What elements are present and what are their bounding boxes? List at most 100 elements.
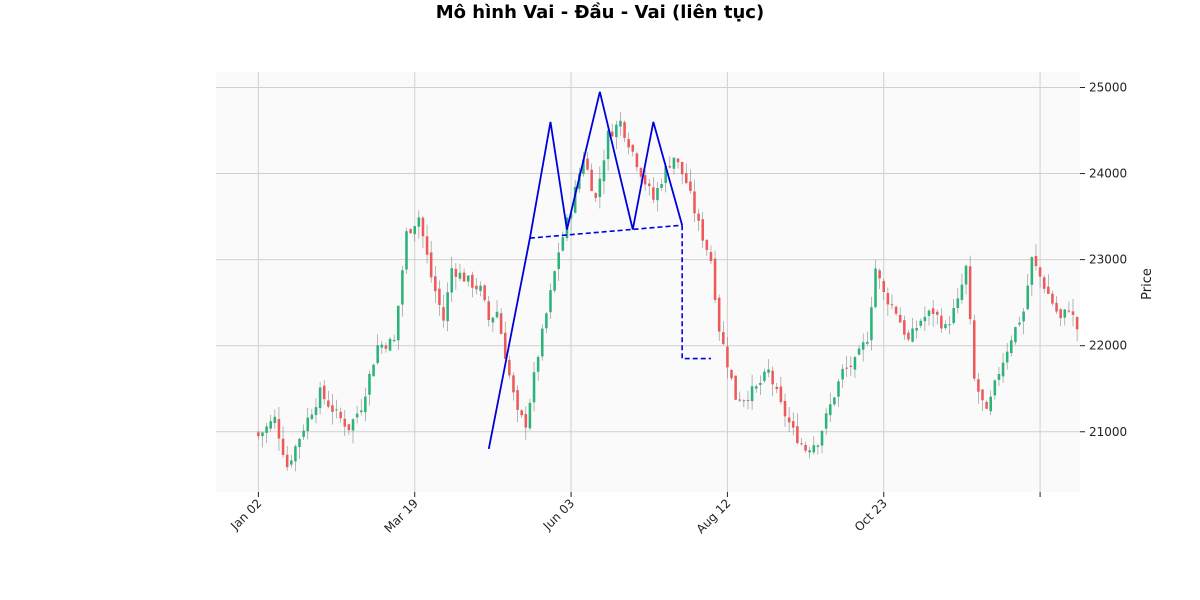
candle-body xyxy=(602,160,606,182)
candle-body xyxy=(438,288,441,305)
candle-body xyxy=(594,193,598,198)
candle-body xyxy=(335,409,338,411)
candle-body xyxy=(1010,340,1013,353)
candle-body xyxy=(1051,293,1054,304)
candle-body xyxy=(853,357,857,370)
candle-body xyxy=(479,285,482,291)
candle-body xyxy=(1059,309,1062,319)
pattern-overlay xyxy=(487,91,711,450)
y-axis: 21000 22000 23000 24000 25000 xyxy=(1080,80,1127,439)
candle-body xyxy=(491,317,495,323)
candle-body xyxy=(791,421,795,428)
candle-body xyxy=(800,443,803,445)
candle-body xyxy=(434,276,437,292)
candle-body xyxy=(894,306,898,314)
candle-body xyxy=(824,413,828,429)
candle-body xyxy=(281,438,285,455)
candle-body xyxy=(450,268,454,293)
candle-body xyxy=(573,186,577,213)
candle-body xyxy=(273,416,277,424)
candle-body xyxy=(557,252,560,270)
candle-body xyxy=(874,268,877,308)
candle-body xyxy=(516,390,519,410)
candle-body xyxy=(483,285,486,301)
candle-body xyxy=(582,159,585,174)
y-tick-label: 22000 xyxy=(1089,339,1127,353)
y-tick-label: 23000 xyxy=(1089,253,1127,267)
candle-body xyxy=(919,320,923,326)
candle-body xyxy=(742,400,746,402)
candle-body xyxy=(639,168,643,177)
candle-body xyxy=(812,445,816,453)
candle-body xyxy=(968,266,972,320)
candle-body xyxy=(898,314,902,323)
candle-body xyxy=(619,120,622,127)
candle-body xyxy=(828,404,832,416)
candle-body xyxy=(503,332,507,359)
candle-body xyxy=(351,419,355,431)
candle-body xyxy=(1071,311,1075,315)
candle-body xyxy=(684,173,688,184)
candle-body xyxy=(796,426,799,443)
candle-body xyxy=(948,324,951,326)
candle-body xyxy=(425,236,429,255)
x-tick-label: Oct 23 xyxy=(852,496,890,534)
candle-body xyxy=(771,370,774,385)
candle-body xyxy=(429,252,433,278)
candle-body xyxy=(532,372,536,403)
candle-body xyxy=(1001,362,1005,377)
candle-body xyxy=(1034,255,1038,267)
candle-body xyxy=(833,397,836,405)
candle-body xyxy=(401,270,404,305)
candle-body xyxy=(590,169,593,192)
candle-body xyxy=(1063,309,1067,318)
candle-body xyxy=(705,239,709,251)
candle-body xyxy=(466,275,470,282)
candle-body xyxy=(553,271,556,291)
candle-body xyxy=(368,373,371,395)
candle-body xyxy=(327,400,330,407)
candle-body xyxy=(487,301,491,321)
target-line xyxy=(681,225,711,360)
candle-body xyxy=(944,324,947,329)
candle-body xyxy=(956,298,960,308)
candle-body xyxy=(285,454,289,468)
candle-body xyxy=(808,450,811,453)
candle-body xyxy=(927,310,931,316)
candle-body xyxy=(314,407,318,416)
candle-body xyxy=(1014,327,1017,343)
candle-body xyxy=(734,375,737,400)
candle-body xyxy=(499,313,503,334)
candle-body xyxy=(923,316,927,322)
neckline xyxy=(529,224,683,239)
candle-body xyxy=(310,414,314,420)
candle-body xyxy=(746,399,750,401)
candle-body xyxy=(627,139,630,148)
candle-body xyxy=(722,332,725,345)
candle-body xyxy=(290,460,293,465)
candle-body xyxy=(981,389,984,401)
candle-body xyxy=(261,432,264,437)
candle-body xyxy=(623,122,626,138)
candle-body xyxy=(997,374,1001,380)
candle-body xyxy=(1055,302,1058,312)
candle-body xyxy=(672,157,676,169)
candle-body xyxy=(1026,285,1030,310)
candle-body xyxy=(726,346,729,368)
candle-body xyxy=(549,290,552,313)
candle-body xyxy=(442,307,445,321)
head-shoulders-line xyxy=(487,91,684,450)
candle-body xyxy=(972,320,976,379)
candle-body xyxy=(656,187,659,201)
candle-body xyxy=(861,342,865,350)
candle-body xyxy=(384,345,388,349)
candle-body xyxy=(779,386,783,402)
candle-body xyxy=(989,396,992,412)
candles xyxy=(257,111,1079,472)
y-tick-label: 24000 xyxy=(1089,167,1127,181)
candle-body xyxy=(931,308,935,314)
candle-body xyxy=(676,158,680,163)
candle-body xyxy=(355,413,359,418)
candle-body xyxy=(561,237,565,251)
candle-body xyxy=(540,328,544,357)
